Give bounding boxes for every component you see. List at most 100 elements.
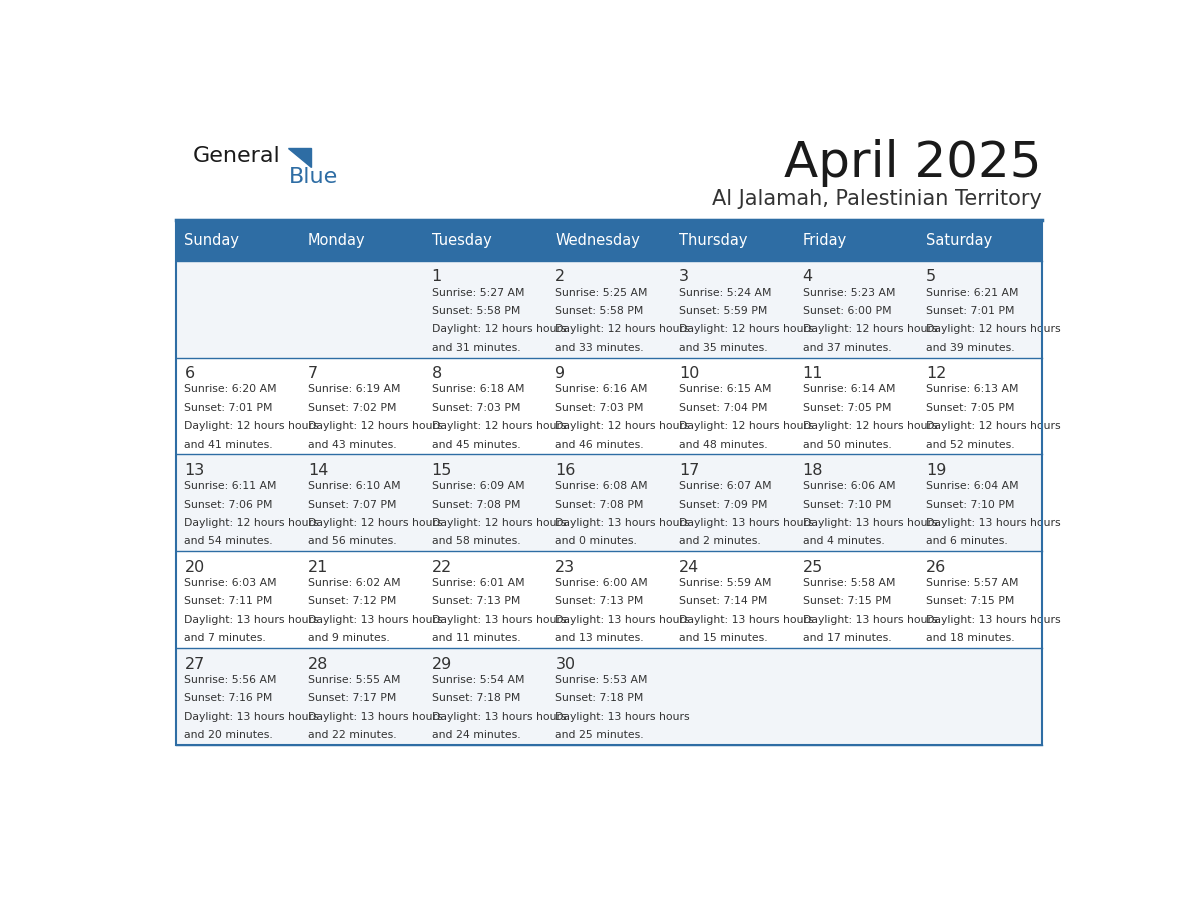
Text: April 2025: April 2025 <box>784 140 1042 187</box>
Text: Saturday: Saturday <box>927 233 992 248</box>
Bar <box>795 454 918 551</box>
Polygon shape <box>289 148 310 167</box>
Bar <box>918 261 1042 357</box>
Text: and 24 minutes.: and 24 minutes. <box>431 730 520 740</box>
Text: Daylight: 12 hours hours: Daylight: 12 hours hours <box>927 421 1061 431</box>
Text: 29: 29 <box>431 656 451 672</box>
Text: Sunrise: 5:57 AM: Sunrise: 5:57 AM <box>927 578 1019 588</box>
Text: and 0 minutes.: and 0 minutes. <box>555 536 637 546</box>
Text: 4: 4 <box>803 269 813 285</box>
Text: 10: 10 <box>680 366 700 381</box>
Text: Daylight: 13 hours hours: Daylight: 13 hours hours <box>184 615 320 625</box>
Text: and 9 minutes.: and 9 minutes. <box>308 633 390 644</box>
Text: Sunset: 7:04 PM: Sunset: 7:04 PM <box>680 403 767 413</box>
Text: 9: 9 <box>555 366 565 381</box>
Bar <box>176 219 1042 744</box>
Bar <box>423 648 546 744</box>
Text: Sunset: 7:14 PM: Sunset: 7:14 PM <box>680 597 767 607</box>
Text: Daylight: 13 hours hours: Daylight: 13 hours hours <box>184 711 320 722</box>
Text: 1: 1 <box>431 269 442 285</box>
Text: Sunrise: 6:03 AM: Sunrise: 6:03 AM <box>184 578 277 588</box>
Text: Daylight: 12 hours hours: Daylight: 12 hours hours <box>680 324 814 334</box>
Text: Friday: Friday <box>803 233 847 248</box>
Text: Daylight: 12 hours hours: Daylight: 12 hours hours <box>803 421 937 431</box>
Bar <box>546 551 671 648</box>
Bar <box>299 454 423 551</box>
Text: 20: 20 <box>184 560 204 575</box>
Text: and 39 minutes.: and 39 minutes. <box>927 342 1015 353</box>
Text: and 20 minutes.: and 20 minutes. <box>184 730 273 740</box>
Bar <box>918 454 1042 551</box>
Text: and 46 minutes.: and 46 minutes. <box>555 440 644 450</box>
Text: Daylight: 13 hours hours: Daylight: 13 hours hours <box>803 615 937 625</box>
Text: Sunrise: 6:20 AM: Sunrise: 6:20 AM <box>184 385 277 395</box>
Text: 27: 27 <box>184 656 204 672</box>
Text: Sunrise: 6:11 AM: Sunrise: 6:11 AM <box>184 481 277 491</box>
Bar <box>795 648 918 744</box>
Text: and 54 minutes.: and 54 minutes. <box>184 536 273 546</box>
Text: Sunset: 5:58 PM: Sunset: 5:58 PM <box>555 306 644 316</box>
Text: Sunrise: 5:56 AM: Sunrise: 5:56 AM <box>184 675 277 685</box>
Text: Sunrise: 5:24 AM: Sunrise: 5:24 AM <box>680 287 771 297</box>
Text: and 4 minutes.: and 4 minutes. <box>803 536 884 546</box>
Text: Sunset: 5:59 PM: Sunset: 5:59 PM <box>680 306 767 316</box>
Text: and 13 minutes.: and 13 minutes. <box>555 633 644 644</box>
Text: Sunrise: 6:08 AM: Sunrise: 6:08 AM <box>555 481 647 491</box>
Text: Daylight: 12 hours hours: Daylight: 12 hours hours <box>184 518 320 528</box>
Text: Daylight: 13 hours hours: Daylight: 13 hours hours <box>431 615 567 625</box>
Text: Sunrise: 6:01 AM: Sunrise: 6:01 AM <box>431 578 524 588</box>
Text: 8: 8 <box>431 366 442 381</box>
Text: Daylight: 12 hours hours: Daylight: 12 hours hours <box>431 421 567 431</box>
Text: Daylight: 13 hours hours: Daylight: 13 hours hours <box>680 518 814 528</box>
Text: Sunrise: 5:54 AM: Sunrise: 5:54 AM <box>431 675 524 685</box>
Text: Sunday: Sunday <box>184 233 240 248</box>
Text: 12: 12 <box>927 366 947 381</box>
Bar <box>918 357 1042 454</box>
Text: 7: 7 <box>308 366 318 381</box>
Text: Monday: Monday <box>308 233 366 248</box>
Text: and 43 minutes.: and 43 minutes. <box>308 440 397 450</box>
Text: and 50 minutes.: and 50 minutes. <box>803 440 891 450</box>
Text: Blue: Blue <box>289 167 337 187</box>
Text: 15: 15 <box>431 463 453 478</box>
Text: Sunset: 7:18 PM: Sunset: 7:18 PM <box>555 693 644 703</box>
Text: Sunset: 7:03 PM: Sunset: 7:03 PM <box>431 403 520 413</box>
Bar <box>423 261 546 357</box>
Text: 28: 28 <box>308 656 328 672</box>
Text: and 15 minutes.: and 15 minutes. <box>680 633 767 644</box>
Text: 3: 3 <box>680 269 689 285</box>
Bar <box>671 357 795 454</box>
Text: and 17 minutes.: and 17 minutes. <box>803 633 891 644</box>
Text: Daylight: 13 hours hours: Daylight: 13 hours hours <box>680 615 814 625</box>
Text: Sunset: 7:08 PM: Sunset: 7:08 PM <box>431 499 520 509</box>
Text: Daylight: 12 hours hours: Daylight: 12 hours hours <box>927 324 1061 334</box>
Text: and 11 minutes.: and 11 minutes. <box>431 633 520 644</box>
Bar <box>423 219 546 261</box>
Text: 2: 2 <box>555 269 565 285</box>
Bar <box>918 219 1042 261</box>
Text: Wednesday: Wednesday <box>555 233 640 248</box>
Text: 14: 14 <box>308 463 328 478</box>
Text: and 56 minutes.: and 56 minutes. <box>308 536 397 546</box>
Text: Sunset: 7:10 PM: Sunset: 7:10 PM <box>927 499 1015 509</box>
Text: 21: 21 <box>308 560 328 575</box>
Text: Sunrise: 6:10 AM: Sunrise: 6:10 AM <box>308 481 400 491</box>
Text: 18: 18 <box>803 463 823 478</box>
Text: 16: 16 <box>555 463 576 478</box>
Text: Daylight: 12 hours hours: Daylight: 12 hours hours <box>184 421 320 431</box>
Text: Sunset: 7:15 PM: Sunset: 7:15 PM <box>927 597 1015 607</box>
Text: Daylight: 13 hours hours: Daylight: 13 hours hours <box>803 518 937 528</box>
Bar <box>299 261 423 357</box>
Bar <box>176 261 299 357</box>
Text: Sunset: 7:06 PM: Sunset: 7:06 PM <box>184 499 273 509</box>
Bar <box>795 261 918 357</box>
Text: Sunset: 7:05 PM: Sunset: 7:05 PM <box>927 403 1015 413</box>
Bar <box>546 648 671 744</box>
Bar <box>299 648 423 744</box>
Text: Sunset: 6:00 PM: Sunset: 6:00 PM <box>803 306 891 316</box>
Text: Daylight: 13 hours hours: Daylight: 13 hours hours <box>927 615 1061 625</box>
Bar <box>795 551 918 648</box>
Text: Sunrise: 5:23 AM: Sunrise: 5:23 AM <box>803 287 895 297</box>
Bar <box>176 551 299 648</box>
Bar <box>918 551 1042 648</box>
